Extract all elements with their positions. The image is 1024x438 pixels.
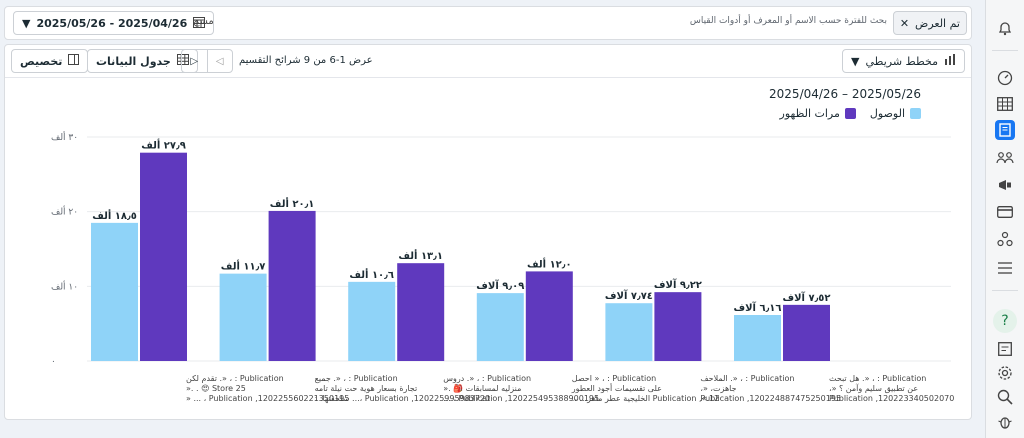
- bar-chart: ٠ ١٠ ألف ٢٠ ألف ٣٠ ألف ١٨٫٥ ألف ٢٧٫٩ ألف Publi…: [51, 131, 955, 403]
- divider: [992, 290, 1018, 291]
- x-tick-label: Publication ,120223340502070195: [829, 394, 955, 403]
- filter-bar: ▼ 2025/05/26 - 2025/04/26 مسح بحث للفترة…: [4, 6, 972, 40]
- columns-icon: [68, 54, 80, 68]
- customize-button[interactable]: تخصيص: [11, 49, 89, 73]
- right-nav-rail: ?: [985, 0, 1024, 438]
- billing-icon[interactable]: [995, 202, 1015, 222]
- bar-impressions: [268, 210, 316, 361]
- bar-impressions: [654, 292, 702, 361]
- legend-item-reach[interactable]: الوصول: [870, 107, 921, 120]
- chart-date-range: 2025/04/26 – 2025/05/26: [769, 87, 921, 101]
- data-label: ١٠٫٦ ألف: [349, 268, 394, 281]
- y-tick-label: ٣٠ ألف: [51, 131, 78, 143]
- bar-chart-icon: [944, 54, 956, 68]
- prev-page-button[interactable]: ◁: [206, 50, 233, 72]
- data-label: ٢٧٫٩ ألف: [141, 139, 186, 152]
- bell-icon[interactable]: [995, 18, 1015, 38]
- chart-legend: الوصول مرات الظهور: [780, 107, 921, 120]
- bar-reach: [219, 273, 267, 361]
- filter-chip-viewed[interactable]: ✕ تم العرض: [892, 11, 967, 35]
- settings-icon[interactable]: [995, 363, 1015, 383]
- bar-reach: [605, 303, 653, 361]
- data-label: ١٨٫٥ ألف: [92, 209, 137, 222]
- x-tick-label: Store 25 😍 . .«: [186, 384, 246, 393]
- help-icon[interactable]: ?: [993, 309, 1017, 333]
- x-tick-label: Publication : ، « احصل: [572, 374, 656, 383]
- y-tick-label: ١٠ ألف: [51, 280, 78, 292]
- dashboard-icon[interactable]: [995, 68, 1015, 88]
- calendar-icon: [193, 16, 206, 31]
- bug-icon[interactable]: [995, 412, 1015, 432]
- x-tick-label: Publication : ، «. هل تبحث: [829, 374, 926, 383]
- x-tick-label: Publication : ، «. الملاحف: [700, 374, 794, 383]
- feedback-icon[interactable]: [995, 339, 1015, 359]
- x-tick-label: Publication ,120224887475250195: [700, 394, 841, 403]
- page-info: عرض 1-6 من 9 شرائح التقسيم: [239, 55, 373, 66]
- filter-chip-label: تم العرض: [915, 16, 960, 30]
- data-label: ١٣٫١ ألف: [398, 249, 443, 262]
- bar-reach: [348, 281, 396, 361]
- close-icon[interactable]: ✕: [899, 16, 910, 30]
- search-icon[interactable]: [995, 387, 1015, 407]
- data-label: ٩٫٢٢ آلاف: [654, 278, 702, 291]
- y-tick-label: ٢٠ ألف: [51, 206, 78, 218]
- bar-impressions: [525, 271, 573, 361]
- integrations-icon[interactable]: [995, 229, 1015, 249]
- legend-label-impressions: مرات الظهور: [779, 107, 840, 120]
- x-tick-label: Publication : ، «. دروس: [443, 374, 531, 383]
- bar-impressions: [140, 152, 187, 361]
- x-tick-label: Publication ,120225995983720 ،... سلحقته…: [315, 394, 491, 403]
- chart-type-label: مخطط شريطي: [865, 54, 939, 68]
- chevron-down-icon: ▼: [22, 16, 31, 30]
- x-tick-label: Publication ,«.12 الخليجية عطر ماهر... ،…: [572, 394, 719, 403]
- bar-reach: [476, 293, 524, 361]
- next-page-button[interactable]: ▷: [190, 55, 199, 67]
- megaphone-icon[interactable]: [995, 175, 1015, 195]
- data-table-label: جدول البيانات: [96, 54, 171, 68]
- x-tick-label: Publication : ، «. تقدم لكن: [186, 374, 284, 383]
- pagination: ▷ ◁: [181, 49, 233, 73]
- checkbox-icon[interactable]: [844, 108, 856, 119]
- table-icon[interactable]: [995, 94, 1015, 114]
- x-tick-label: منزليه لمسابقات 🎒 .«: [443, 383, 521, 393]
- app: ▼ 2025/05/26 - 2025/04/26 مسح بحث للفترة…: [4, 6, 972, 420]
- x-tick-label: على تقسيمات أجود العطور: [571, 383, 662, 393]
- search-input[interactable]: بحث للفترة حسب الاسم أو المعرف أو أدوات …: [689, 16, 887, 26]
- x-tick-label: جاهزت، «،: [700, 384, 736, 393]
- clear-button[interactable]: مسح: [193, 16, 214, 27]
- date-range-value: 2025/05/26 - 2025/04/26: [36, 16, 188, 30]
- x-tick-label: Publication ,120225560221350195 ، ... «: [186, 394, 349, 403]
- x-tick-label: عن تطبيق سليم وآمن ؟ «،: [829, 383, 918, 393]
- menu-icon[interactable]: [995, 258, 1015, 278]
- bar-impressions: [783, 304, 830, 361]
- data-label: ٦٫١٦ آلاف: [733, 301, 781, 314]
- checkbox-icon[interactable]: [910, 108, 921, 119]
- date-range-picker[interactable]: ▼ 2025/05/26 - 2025/04/26: [13, 11, 215, 35]
- data-label: ٧٫٥٢ آلاف: [782, 291, 830, 304]
- data-label: ١١٫٧ ألف: [221, 260, 266, 273]
- x-tick-label: تجارة بسعار هوية حت نيلة تامه: [315, 384, 418, 393]
- bar-reach: [91, 222, 138, 361]
- data-label: ١٢٫٠ ألف: [527, 257, 572, 270]
- report-panel: تخصيص جدول البيانات ▷ ◁ عرض 1-6 من 9 شرا…: [4, 44, 972, 420]
- bar-reach: [734, 315, 781, 361]
- legend-item-impressions[interactable]: مرات الظهور: [780, 107, 856, 120]
- y-tick-label: ٠: [51, 357, 56, 367]
- data-label: ٩٫٠٩ آلاف: [476, 279, 524, 292]
- report-toolbar: تخصيص جدول البيانات ▷ ◁ عرض 1-6 من 9 شرا…: [5, 45, 971, 78]
- customize-label: تخصيص: [20, 54, 63, 68]
- data-label: ٢٠٫١ ألف: [270, 197, 315, 210]
- data-label: ٧٫٧٤ آلاف: [605, 289, 653, 302]
- bar-impressions: [397, 263, 445, 361]
- audience-icon[interactable]: [995, 148, 1015, 168]
- chart-type-select[interactable]: ▼ مخطط شريطي: [842, 49, 965, 73]
- chevron-down-icon: ▼: [851, 54, 860, 68]
- divider: [992, 50, 1018, 51]
- x-tick-label: Publication ,120225495388900195 ، ...: [443, 394, 599, 403]
- reports-icon[interactable]: [995, 120, 1015, 140]
- legend-label-reach: الوصول: [869, 107, 905, 120]
- data-table-button[interactable]: جدول البيانات: [87, 49, 198, 73]
- x-tick-label: Publication : ، «. جميع: [315, 374, 398, 383]
